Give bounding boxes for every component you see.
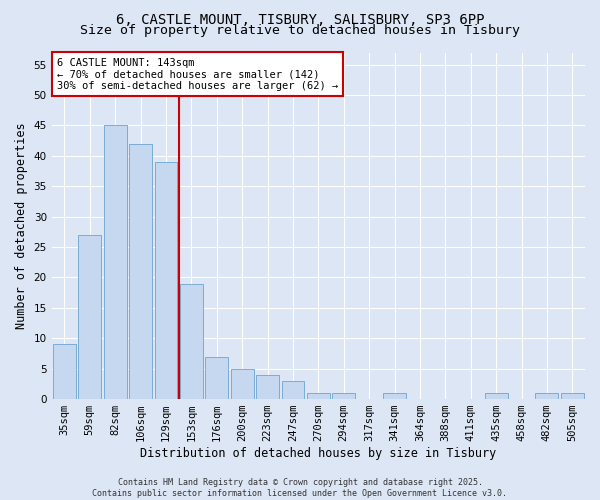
Bar (561, 393, 584, 399)
Bar (180, 284, 203, 399)
Bar (155, 162, 178, 399)
Bar (535, 393, 559, 399)
X-axis label: Distribution of detached houses by size in Tisbury: Distribution of detached houses by size … (140, 447, 496, 460)
Bar (231, 368, 254, 399)
Bar (79, 235, 101, 399)
Bar (256, 375, 279, 399)
Bar (53, 344, 76, 399)
Text: Contains HM Land Registry data © Crown copyright and database right 2025.
Contai: Contains HM Land Registry data © Crown c… (92, 478, 508, 498)
Bar (307, 393, 330, 399)
Text: 6 CASTLE MOUNT: 143sqm
← 70% of detached houses are smaller (142)
30% of semi-de: 6 CASTLE MOUNT: 143sqm ← 70% of detached… (57, 58, 338, 91)
Bar (129, 144, 152, 399)
Bar (281, 381, 304, 399)
Bar (485, 393, 508, 399)
Text: 6, CASTLE MOUNT, TISBURY, SALISBURY, SP3 6PP: 6, CASTLE MOUNT, TISBURY, SALISBURY, SP3… (116, 12, 484, 26)
Bar (332, 393, 355, 399)
Bar (205, 356, 228, 399)
Bar (104, 126, 127, 399)
Bar (383, 393, 406, 399)
Text: Size of property relative to detached houses in Tisbury: Size of property relative to detached ho… (80, 24, 520, 37)
Y-axis label: Number of detached properties: Number of detached properties (15, 122, 28, 329)
